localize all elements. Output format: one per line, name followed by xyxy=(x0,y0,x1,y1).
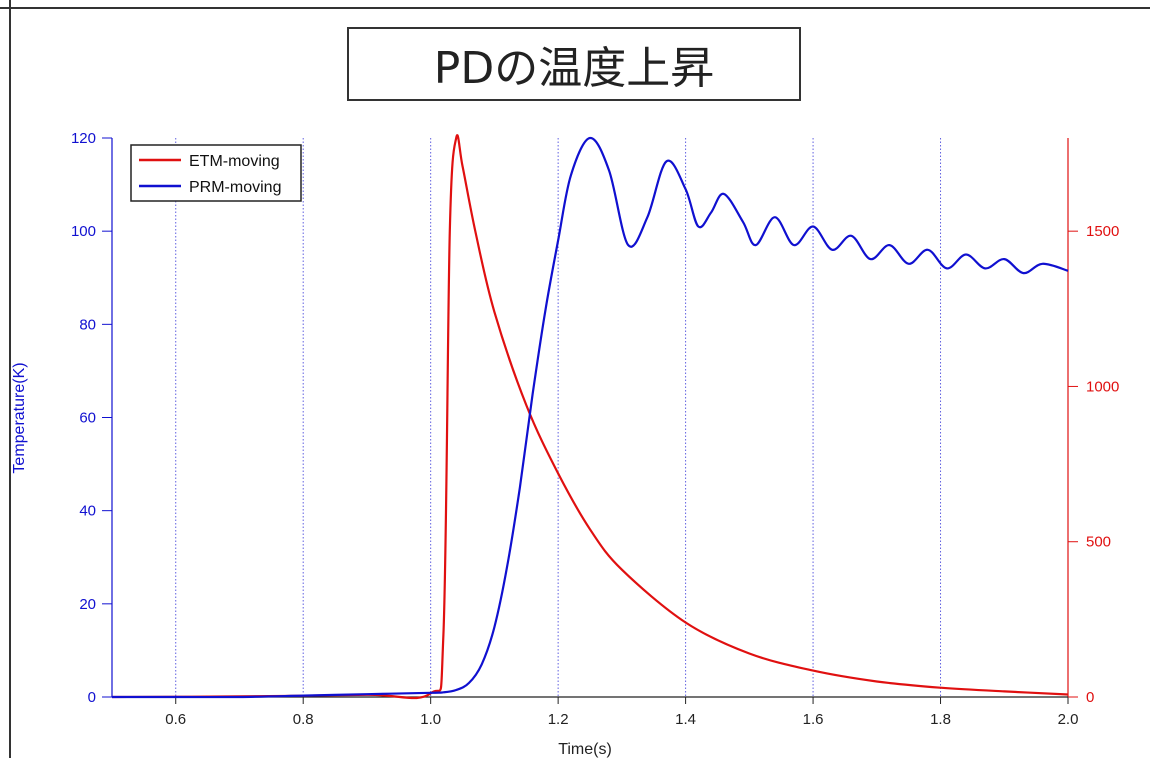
y-left-tick-label: 120 xyxy=(71,130,96,147)
x-tick-label: 1.0 xyxy=(420,711,441,728)
y-left-tick-label: 60 xyxy=(79,410,96,427)
series-layer xyxy=(111,134,1069,700)
x-tick-label: 0.8 xyxy=(293,711,314,728)
series-line-etm-moving xyxy=(111,134,1069,700)
chart-title: PDの温度上昇 xyxy=(347,27,801,101)
y-right-tick-label: 1000 xyxy=(1086,378,1119,395)
legend: ETM-moving PRM-moving xyxy=(130,144,302,202)
y-right-tick-label: 1500 xyxy=(1086,223,1119,240)
y-right-tick-label: 0 xyxy=(1086,689,1094,706)
grid xyxy=(175,138,942,697)
legend-label-etm: ETM-moving xyxy=(189,153,280,170)
x-tick-label: 1.6 xyxy=(803,711,824,728)
y-right-tick-label: 500 xyxy=(1086,534,1111,551)
x-tick-label: 2.0 xyxy=(1058,711,1079,728)
x-tick-label: 1.8 xyxy=(930,711,951,728)
y-left-tick-label: 100 xyxy=(71,223,96,240)
y-left-tick-label: 80 xyxy=(79,316,96,333)
x-tick-label: 1.2 xyxy=(548,711,569,728)
y-left-tick-label: 20 xyxy=(79,596,96,613)
series-line-prm-moving xyxy=(111,136,1069,699)
x-axis-label: Time(s) xyxy=(558,741,612,758)
legend-label-prm: PRM-moving xyxy=(189,179,281,196)
axes: 0.6 0.8 1.0 1.2 1.4 1.6 1.8 2.0 0 20 40 60 80 100 120 0… xyxy=(71,130,1119,728)
y-left-tick-label: 40 xyxy=(79,503,96,520)
x-tick-label: 0.6 xyxy=(165,711,186,728)
x-tick-label: 1.4 xyxy=(675,711,696,728)
y-axis-label-left: Temperature(K) xyxy=(11,362,28,473)
legend-box xyxy=(130,144,302,202)
y-left-tick-label: 0 xyxy=(88,689,96,706)
